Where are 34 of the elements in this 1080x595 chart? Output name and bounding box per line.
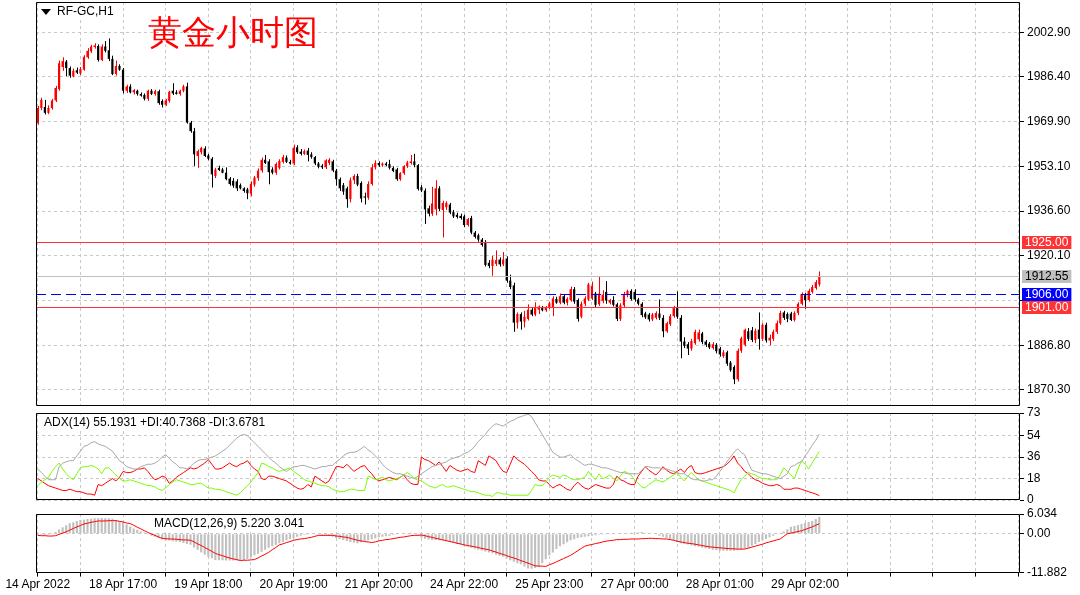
y-tick-label: 1986.40	[1027, 69, 1071, 84]
y-tick-label: -11.882	[1027, 564, 1068, 579]
x-tick-label: 14 Apr 2022	[5, 577, 71, 592]
annotation: MACD(12,26,9) 5.220 3.041	[152, 516, 307, 530]
annotation: RF-GC,H1	[55, 4, 116, 18]
y-tick-label: 0.00	[1027, 526, 1051, 541]
ref-line-label: 1925.00	[1025, 235, 1069, 250]
y-tick-label: 1870.30	[1027, 382, 1071, 397]
x-tick-label: 25 Apr 23:00	[515, 577, 584, 592]
y-tick-label: 73	[1027, 405, 1041, 420]
x-tick-label: 28 Apr 01:00	[685, 577, 755, 592]
y-tick-label: 1969.90	[1027, 113, 1071, 128]
y-tick-label: 36	[1027, 449, 1041, 464]
x-tick-label: 19 Apr 18:00	[174, 577, 243, 592]
y-tick-label: 1886.80	[1027, 337, 1071, 352]
ref-line-label: 1912.55	[1025, 269, 1069, 284]
y-tick-label: 1920.10	[1027, 247, 1071, 262]
y-tick-label: 2002.90	[1027, 24, 1071, 39]
y-tick-label: 0	[1027, 492, 1034, 507]
y-tick-label: 6.034	[1027, 506, 1058, 521]
x-tick-label: 21 Apr 20:00	[344, 577, 414, 592]
x-tick-label: 24 Apr 22:00	[430, 577, 499, 592]
y-tick-label: 1936.60	[1027, 203, 1071, 218]
x-tick-label: 27 Apr 00:00	[600, 577, 669, 592]
x-tick-label: 20 Apr 19:00	[259, 577, 328, 592]
ref-line-label: 1906.00	[1025, 287, 1069, 302]
annotation: ADX(14) 55.1931 +DI:40.7368 -DI:3.6781	[42, 415, 268, 429]
y-tick-label: 54	[1027, 427, 1041, 442]
y-tick-label: 1953.10	[1027, 158, 1071, 173]
y-tick-label: 18	[1027, 470, 1041, 485]
x-tick-label: 29 Apr 02:00	[771, 577, 840, 592]
chart-title: 黄金小时图	[148, 12, 318, 52]
x-tick-label: 18 Apr 17:00	[89, 577, 158, 592]
ref-line-label: 1901.00	[1025, 300, 1069, 315]
